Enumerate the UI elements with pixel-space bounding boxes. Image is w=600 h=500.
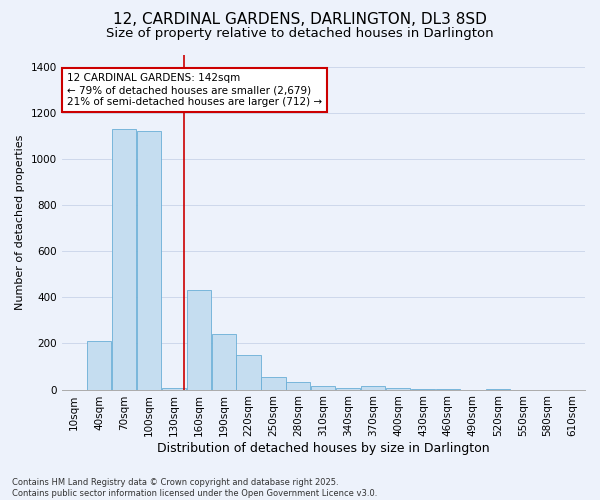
Bar xyxy=(112,129,136,390)
Text: Contains HM Land Registry data © Crown copyright and database right 2025.
Contai: Contains HM Land Registry data © Crown c… xyxy=(12,478,377,498)
Bar xyxy=(212,334,236,390)
Bar xyxy=(187,290,211,390)
Bar xyxy=(87,341,111,390)
X-axis label: Distribution of detached houses by size in Darlington: Distribution of detached houses by size … xyxy=(157,442,490,455)
Bar xyxy=(162,388,186,390)
Bar xyxy=(336,388,361,390)
Bar xyxy=(311,386,335,390)
Text: Size of property relative to detached houses in Darlington: Size of property relative to detached ho… xyxy=(106,28,494,40)
Bar xyxy=(262,377,286,390)
Y-axis label: Number of detached properties: Number of detached properties xyxy=(15,134,25,310)
Bar xyxy=(236,355,260,390)
Bar xyxy=(286,382,310,390)
Bar xyxy=(386,388,410,390)
Text: 12 CARDINAL GARDENS: 142sqm
← 79% of detached houses are smaller (2,679)
21% of : 12 CARDINAL GARDENS: 142sqm ← 79% of det… xyxy=(67,74,322,106)
Text: 12, CARDINAL GARDENS, DARLINGTON, DL3 8SD: 12, CARDINAL GARDENS, DARLINGTON, DL3 8S… xyxy=(113,12,487,28)
Bar xyxy=(361,386,385,390)
Bar xyxy=(137,131,161,390)
